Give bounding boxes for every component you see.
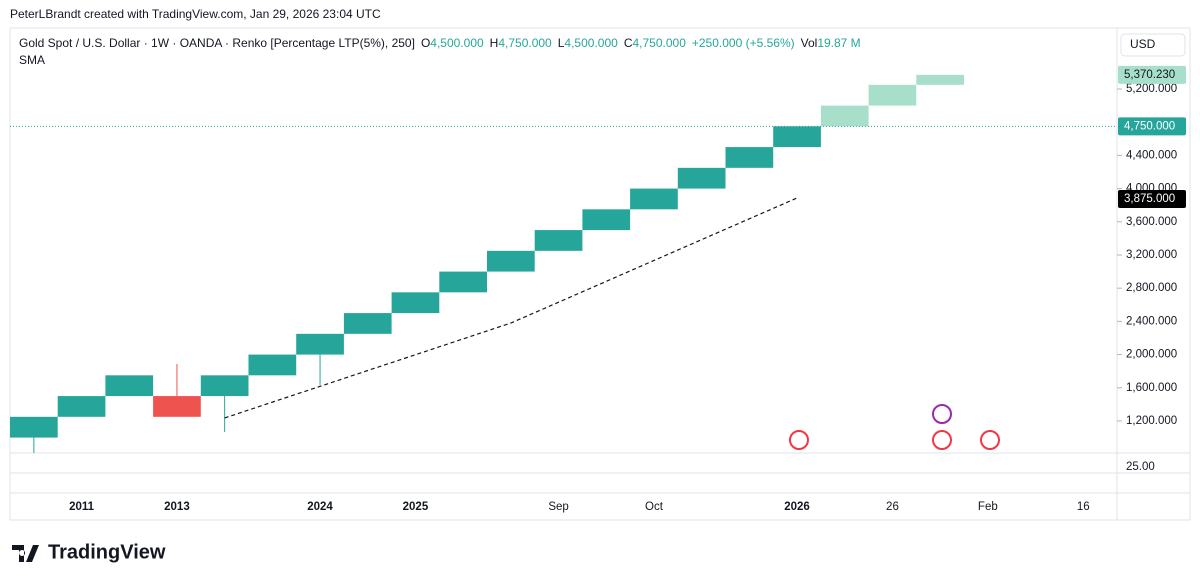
- brick: [916, 74, 964, 85]
- brick: [10, 416, 58, 438]
- ohlc-value: 4,750.000: [498, 36, 552, 50]
- x-tick-label: 2013: [164, 501, 190, 513]
- brick: [153, 396, 201, 417]
- price-label-box: [1118, 65, 1186, 84]
- y-tick-label: 2,000.000: [1126, 349, 1177, 361]
- brick: [57, 396, 106, 417]
- price-label: 5,370.230: [1124, 69, 1175, 81]
- ohlc-key: C: [624, 36, 633, 50]
- volume-key: Vol: [801, 36, 818, 50]
- brand-name: TradingView: [48, 541, 166, 563]
- plot: [10, 74, 964, 453]
- brick: [105, 375, 154, 397]
- brick: [248, 354, 297, 376]
- brick: [773, 126, 821, 148]
- x-tick-label: 26: [886, 501, 899, 513]
- x-tick-label: 2025: [403, 501, 429, 513]
- y-tick-label: 1,600.000: [1126, 382, 1177, 394]
- y-tick-label: 3,200.000: [1126, 249, 1177, 261]
- brick: [725, 147, 774, 168]
- ohlc-value: 4,500.000: [564, 36, 618, 50]
- event-icon[interactable]: [932, 404, 952, 424]
- symbol: Gold Spot / U.S. Dollar · 1W · OANDA · R…: [19, 36, 415, 50]
- event-icon[interactable]: [980, 430, 1000, 450]
- price-label: 3,875.000: [1124, 193, 1175, 205]
- x-tick-label: 2011: [69, 501, 95, 513]
- brick: [343, 313, 392, 334]
- event-icon[interactable]: [932, 430, 952, 450]
- brick: [534, 230, 583, 251]
- price-label-box: [1118, 189, 1186, 208]
- x-tick-label: 2026: [784, 501, 810, 513]
- volume-scale-label: 25.00: [1126, 461, 1155, 473]
- credit: PeterLBrandt created with TradingView.co…: [10, 7, 381, 21]
- brand-logo: [12, 545, 39, 562]
- brick: [391, 292, 440, 314]
- brick: [487, 250, 535, 272]
- price-label-box: [1118, 117, 1186, 136]
- brick: [200, 375, 249, 397]
- price-label: 4,750.000: [1124, 120, 1175, 132]
- y-tick-label: 5,200.000: [1126, 83, 1177, 95]
- brick: [296, 333, 344, 355]
- brick: [677, 167, 726, 189]
- currency[interactable]: USD: [1130, 37, 1156, 51]
- x-tick-label: 16: [1077, 501, 1090, 513]
- x-tick-label: 2024: [307, 501, 333, 513]
- brick: [582, 209, 631, 231]
- brand: TradingView: [12, 541, 166, 563]
- sma-line: [224, 197, 798, 419]
- ohlc-key: L: [558, 36, 565, 50]
- currency-button[interactable]: [1120, 33, 1186, 57]
- brick: [630, 188, 678, 210]
- event-icons: [789, 404, 1000, 450]
- brick: [820, 105, 869, 127]
- indicator-label: SMA: [19, 53, 45, 67]
- y-tick-label: 4,400.000: [1126, 149, 1177, 161]
- brick: [868, 84, 917, 106]
- ohlc-key: O: [421, 36, 430, 50]
- chart-frame: [9, 27, 1191, 521]
- y-tick-label: 2,800.000: [1126, 282, 1177, 294]
- ohlc-key: H: [490, 36, 499, 50]
- y-tick-label: 2,400.000: [1126, 315, 1177, 327]
- y-tick-label: 3,600.000: [1126, 216, 1177, 228]
- ohlc-value: 4,500.000: [430, 36, 484, 50]
- x-tick-label: Feb: [978, 501, 998, 513]
- y-tick-label: 1,200.000: [1126, 415, 1177, 427]
- x-tick-label: Sep: [548, 501, 568, 513]
- brick: [439, 271, 487, 293]
- change: +250.000 (+5.56%): [692, 36, 795, 50]
- ohlc-value: 4,750.000: [632, 36, 686, 50]
- volume-value: 19.87 M: [817, 36, 860, 50]
- legend: Gold Spot / U.S. Dollar · 1W · OANDA · R…: [19, 36, 861, 50]
- event-icon[interactable]: [789, 430, 809, 450]
- x-tick-label: Oct: [645, 501, 664, 513]
